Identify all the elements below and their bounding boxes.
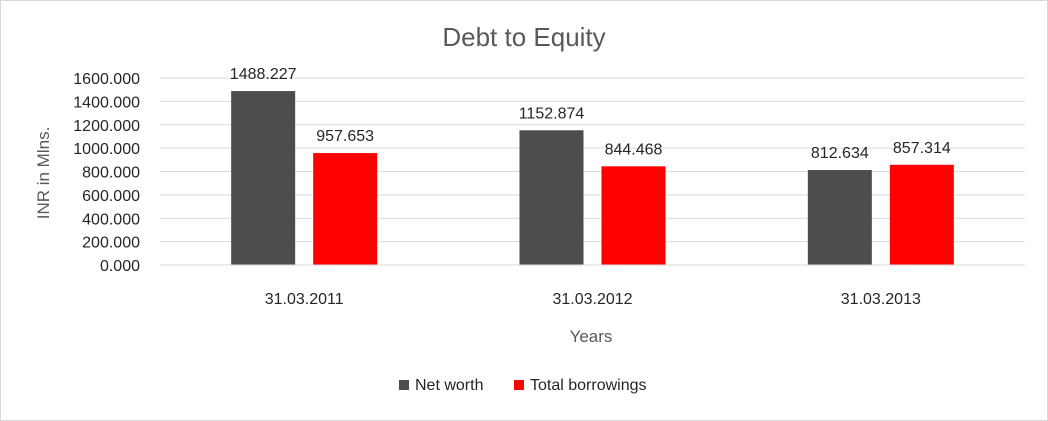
y-tick-label: 400.000: [82, 211, 140, 228]
y-tick-label: 200.000: [82, 235, 140, 252]
bar-total-borrowings: [313, 153, 378, 265]
bar-total-borrowings: [601, 166, 666, 265]
y-tick-label: 1400.000: [73, 94, 140, 111]
bar-total-borrowings: [889, 164, 954, 265]
y-axis-title: INR in Mlns.: [34, 127, 53, 220]
legend-label: Total borrowings: [530, 377, 647, 394]
bar-net-worth: [519, 130, 584, 265]
y-tick-label: 1600.000: [73, 71, 140, 88]
chart-title: Debt to Equity: [442, 22, 605, 52]
data-label: 1152.874: [519, 105, 585, 122]
data-label: 812.634: [811, 145, 869, 162]
data-labels: 1488.227 957.653 1152.874 844.468 812.634 857…: [230, 66, 951, 162]
bar-net-worth: [807, 170, 872, 265]
bars: [231, 91, 954, 265]
data-label: 957.653: [316, 128, 374, 145]
x-axis-ticks: 31.03.2011 31.03.2012 31.03.2013: [265, 291, 921, 308]
gridlines: [160, 77, 1025, 243]
y-tick-label: 1000.000: [73, 141, 140, 158]
x-axis-title: Years: [570, 327, 613, 346]
legend-swatch: [514, 380, 524, 390]
y-tick-label: 600.000: [82, 188, 140, 205]
y-axis-ticks: 0.000 200.000 400.000 600.000 800.000 1000.00…: [73, 71, 140, 275]
y-tick-label: 0.000: [100, 258, 140, 275]
data-label: 1488.227: [230, 66, 297, 83]
data-label: 857.314: [893, 140, 951, 157]
legend-swatch: [399, 380, 409, 390]
x-tick-label: 31.03.2011: [265, 291, 344, 308]
legend: Net worth Total borrowings: [399, 377, 647, 394]
x-tick-label: 31.03.2013: [841, 291, 921, 308]
legend-label: Net worth: [415, 377, 483, 394]
x-tick-label: 31.03.2012: [552, 291, 632, 308]
y-tick-label: 800.000: [82, 165, 140, 182]
bar-net-worth: [231, 91, 296, 265]
data-label: 844.468: [605, 141, 663, 158]
y-tick-label: 1200.000: [73, 118, 140, 135]
